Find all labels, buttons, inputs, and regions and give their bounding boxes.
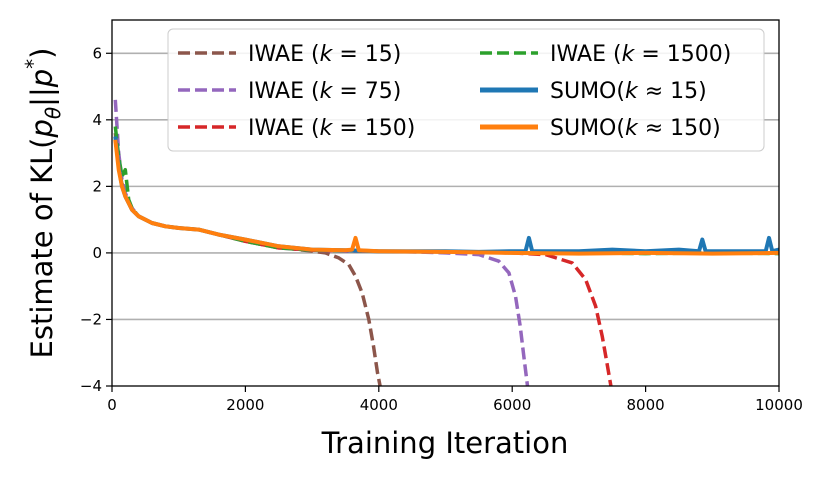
legend-label-0: IWAE (k = 15) xyxy=(248,42,401,67)
legend-label-5: SUMO(k ≈ 150) xyxy=(550,116,721,141)
x-tick-label: 2000 xyxy=(226,396,264,414)
legend-label-3: IWAE (k = 1500) xyxy=(550,42,731,67)
legend-label-1: IWAE (k = 75) xyxy=(248,79,401,104)
legend-label-2: IWAE (k = 150) xyxy=(248,116,415,141)
x-tick-label: 0 xyxy=(107,396,117,414)
x-tick-label: 8000 xyxy=(627,396,665,414)
y-axis-label-bars: || xyxy=(25,87,59,107)
y-tick-label: −4 xyxy=(80,377,102,395)
y-axis-label-suffix: ) xyxy=(25,48,59,59)
x-tick-label: 4000 xyxy=(360,396,398,414)
x-axis-label: Training Iteration xyxy=(321,426,569,460)
y-axis-label-theta: θ xyxy=(41,107,65,119)
legend-label-4: SUMO(k ≈ 15) xyxy=(550,79,707,104)
y-axis-label-p: p xyxy=(25,119,59,138)
series-line-0 xyxy=(113,132,382,387)
plot-series xyxy=(113,99,780,387)
axes: 0 2000 4000 6000 8000 10000 −4 −2 0 2 4 6 xyxy=(80,19,803,414)
series-line-5 xyxy=(113,139,780,256)
y-axis-label: Estimate of KL(pθ||p*) xyxy=(21,48,65,359)
y-tick-label: 0 xyxy=(92,244,102,262)
y-tick-label: 2 xyxy=(92,177,102,195)
y-tick-label: −2 xyxy=(80,310,102,328)
x-tick-label: 10000 xyxy=(755,396,803,414)
y-tick-label: 6 xyxy=(92,44,102,62)
x-tick-label: 6000 xyxy=(493,396,531,414)
y-axis-label-p-star: p xyxy=(25,69,59,88)
y-tick-label: 4 xyxy=(92,111,102,129)
legend-box xyxy=(167,28,765,152)
plot-frame xyxy=(111,19,780,387)
y-axis-label-prefix: Estimate of KL( xyxy=(25,137,59,358)
series-line-2 xyxy=(113,139,613,387)
legend: IWAE (k = 15) IWAE (k = 75) IWAE (k = 150)… xyxy=(167,28,765,152)
y-axis-label-star: * xyxy=(21,59,45,69)
